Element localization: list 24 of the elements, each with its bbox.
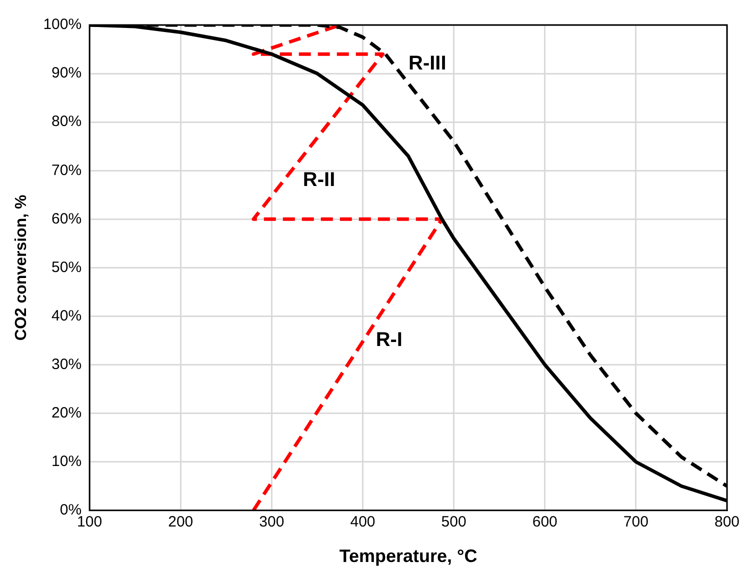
x-tick-label: 800: [714, 514, 740, 531]
y-tick-label: 50%: [52, 258, 82, 276]
y-tick-label: 30%: [52, 356, 82, 373]
annotation: R-II: [302, 168, 336, 191]
y-tick-label: 20%: [52, 404, 82, 422]
x-tick-label: 100: [77, 514, 102, 531]
x-tick-label: 400: [350, 514, 376, 531]
y-axis-title: CO2 conversion, %: [13, 194, 30, 341]
y-tick-label: 10%: [52, 453, 82, 470]
x-tick-label: 300: [259, 514, 284, 531]
x-axis-title: Temperature, °C: [339, 546, 478, 566]
y-tick-label: 60%: [52, 210, 82, 228]
annotation: R-I: [376, 329, 402, 352]
line-series: [252, 25, 444, 510]
x-tick-label: 500: [441, 514, 466, 531]
x-tick-label: 200: [168, 514, 194, 531]
y-tick-label: 40%: [52, 307, 82, 324]
y-tick-label: 70%: [52, 162, 82, 179]
y-tick-label: 90%: [52, 64, 82, 82]
y-tick-label: 100%: [43, 16, 82, 34]
x-tick-label: 700: [623, 514, 648, 531]
annotation: R-III: [408, 52, 446, 74]
x-tick-label: 600: [532, 514, 558, 531]
y-tick-label: 80%: [52, 113, 82, 130]
